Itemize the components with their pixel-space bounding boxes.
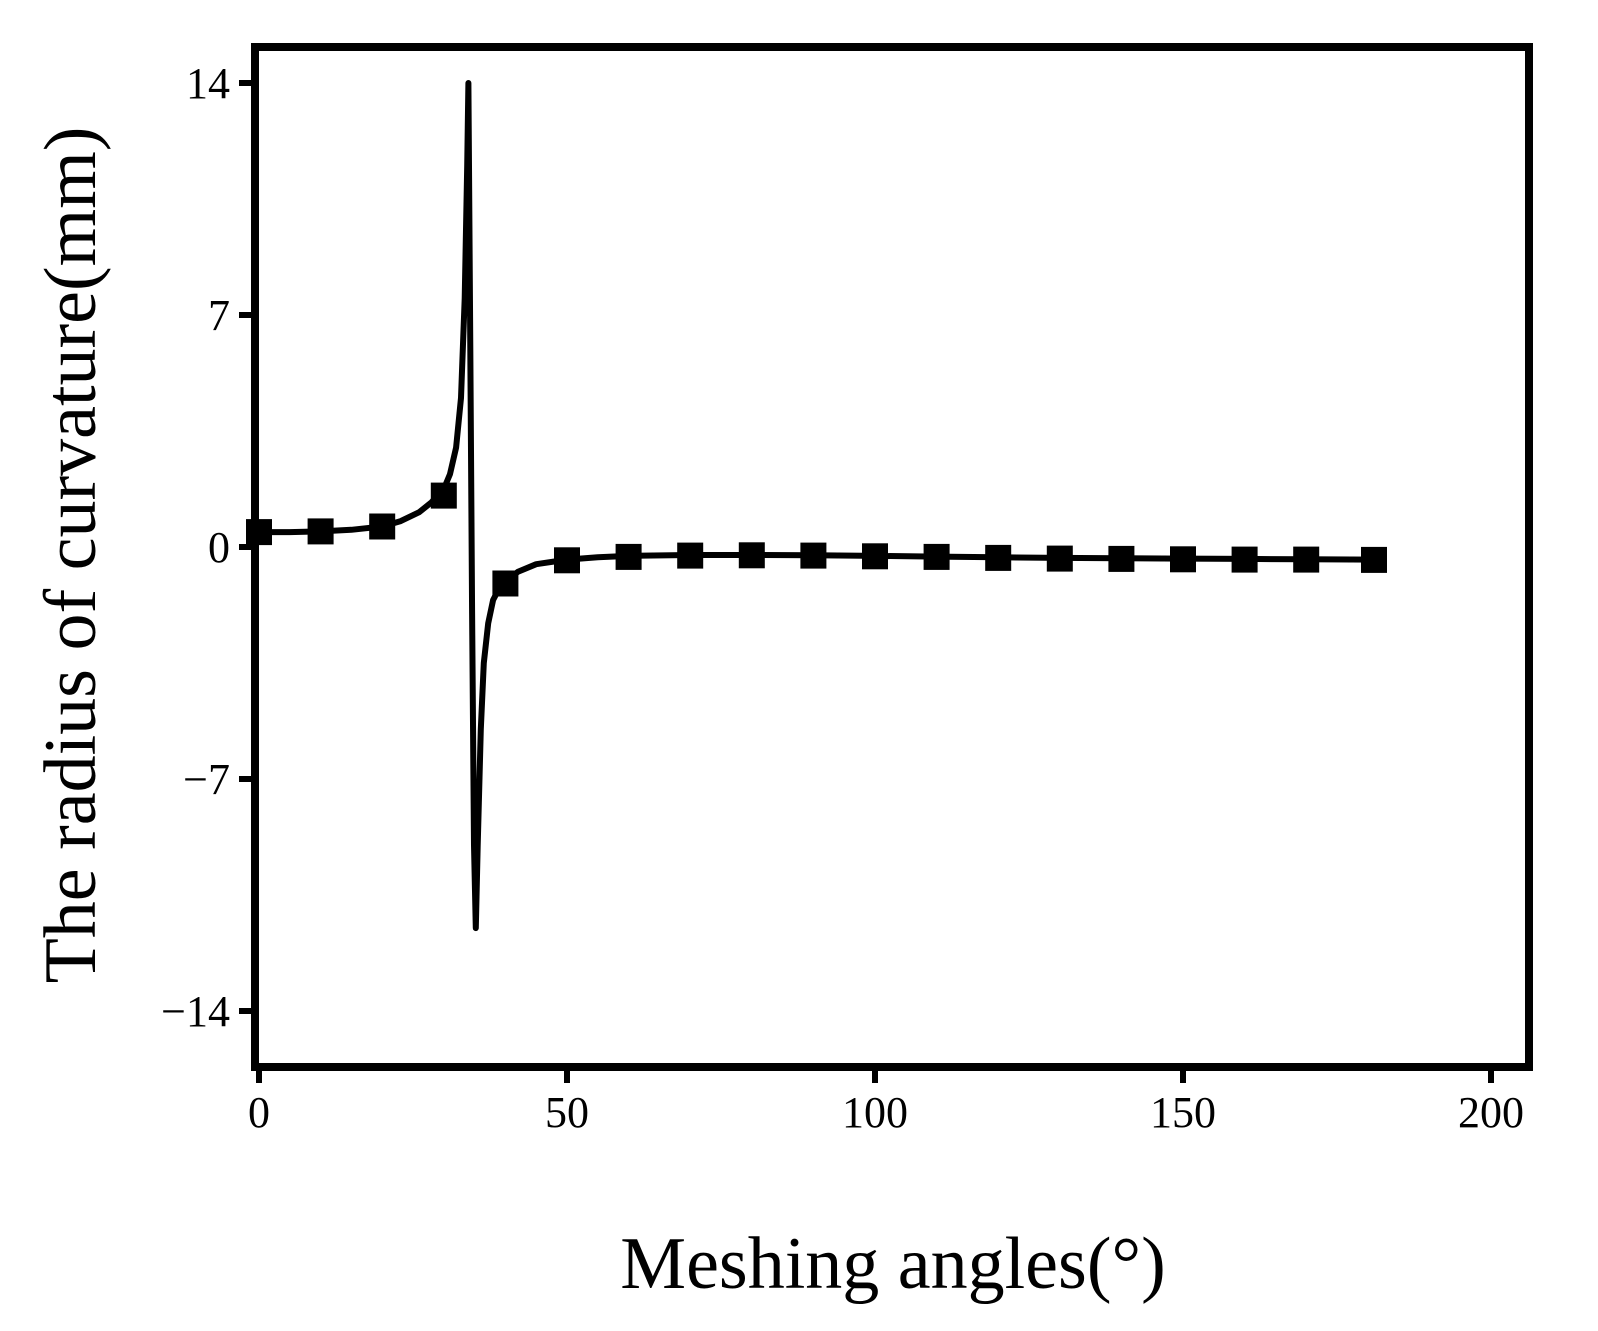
data-point-marker [492,570,519,597]
series-markers [246,482,1387,597]
y-tick-label: 14 [186,59,230,108]
series-line [256,80,1377,932]
y-tick-label: −7 [183,755,230,804]
data-point-marker [985,544,1012,571]
y-tick-label: 0 [208,523,230,572]
x-tick-label: 200 [1458,1088,1524,1137]
data-point-marker [1293,546,1320,573]
data-point-marker [1108,545,1135,572]
x-tick-label: 50 [545,1088,589,1137]
data-point-marker [862,543,888,570]
x-axis-title: Meshing angles(°) [620,1223,1165,1305]
x-tick-label: 150 [1150,1088,1216,1137]
ticks [239,80,1494,1083]
y-axis-title: The radius of curvature(mm) [30,127,112,984]
x-tick-label: 0 [248,1088,270,1137]
y-tick-label: 7 [208,291,230,340]
data-point-marker [1046,545,1073,572]
data-point-marker [738,542,765,569]
data-point-marker [1361,546,1387,573]
y-tick-label: −14 [161,987,230,1036]
data-point-marker [615,543,642,570]
data-point-marker [923,543,950,570]
x-tick-label: 100 [842,1088,908,1137]
data-point-marker [369,513,396,540]
data-point-marker [246,519,272,546]
data-point-marker [677,542,704,569]
plot-frame [251,43,1533,1071]
data-point-marker [1231,546,1258,573]
data-point-marker [430,482,457,509]
data-point-marker [800,542,827,569]
data-point-marker [1170,546,1196,573]
data-point-marker [554,547,580,574]
data-point-marker [307,518,334,545]
tick-labels: 0 50 100 150 200 14 7 0 −7 −14 [161,59,1524,1137]
